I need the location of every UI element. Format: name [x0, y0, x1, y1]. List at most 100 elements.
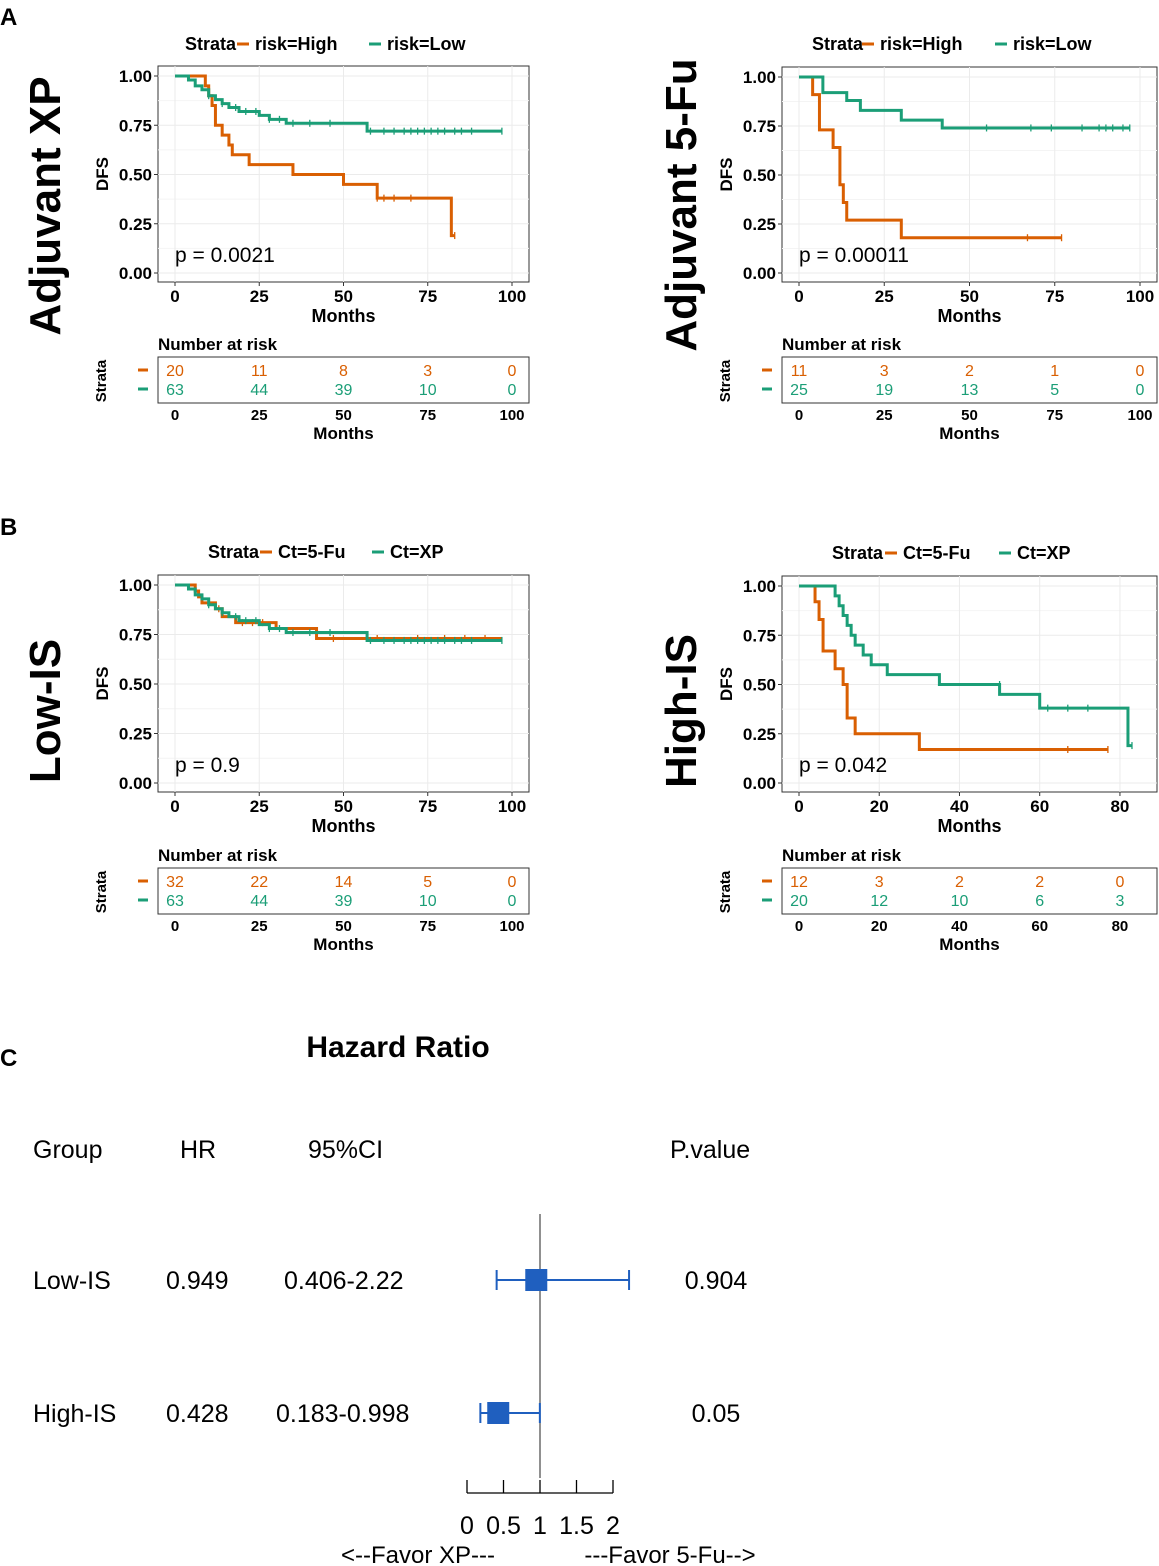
y-tick-label: 0.50 [119, 675, 152, 694]
risk-table-time: 80 [1112, 918, 1129, 935]
risk-table-xlabel: Months [939, 935, 999, 954]
y-tick-label: 1.00 [119, 576, 152, 595]
risk-table-cell: 2 [955, 874, 964, 891]
risk-table-xlabel: Months [313, 935, 373, 954]
x-tick-label: 75 [418, 797, 437, 816]
panel-title: Adjuvant 5-Fu [657, 58, 706, 351]
p-value: p = 0.9 [175, 754, 240, 777]
y-tick-label: 0.50 [743, 166, 776, 185]
risk-table-cell: 0 [508, 382, 517, 399]
risk-table-cell: 11 [251, 363, 268, 380]
risk-table-cell: 63 [166, 382, 184, 399]
favor-right-label: ---Favor 5-Fu--> [584, 1542, 755, 1566]
risk-table-strata-label: Strata [717, 359, 734, 402]
risk-table-cell: 63 [166, 893, 184, 910]
x-tick-label: 60 [1030, 797, 1049, 816]
risk-table-cell: 44 [250, 893, 268, 910]
y-tick-label: 0.00 [119, 774, 152, 793]
risk-table-cell: 0 [1115, 874, 1124, 891]
survival-curve-green [175, 74, 502, 133]
y-tick-label: 0.00 [119, 264, 152, 283]
y-tick-label: 0.25 [743, 215, 776, 234]
risk-table-cell: 3 [880, 363, 889, 380]
legend-entry: Ct=5-Fu [903, 543, 971, 563]
y-tick-label: 0.25 [119, 215, 152, 234]
y-tick-label: 0.50 [119, 166, 152, 185]
risk-table-time: 40 [951, 918, 968, 935]
p-value: p = 0.0021 [175, 244, 275, 267]
x-tick-label: 50 [334, 797, 353, 816]
risk-table-cell: 6 [1035, 893, 1044, 910]
risk-table-cell: 10 [951, 893, 969, 910]
legend-entry: risk=High [255, 34, 338, 54]
forest-x-tick-label: 2 [606, 1512, 620, 1540]
risk-table-time: 50 [335, 918, 352, 935]
legend-title: Strata [812, 34, 864, 54]
x-tick-label: 0 [170, 797, 179, 816]
risk-table-strata-label: Strata [717, 870, 734, 913]
risk-table-title: Number at risk [158, 335, 278, 354]
y-tick-label: 0.75 [743, 117, 776, 136]
favor-left-label: <--Favor XP--- [341, 1542, 495, 1566]
forest-x-tick-label: 0.5 [486, 1512, 521, 1540]
legend-entry: risk=High [880, 34, 963, 54]
x-tick-label: 25 [250, 287, 269, 306]
risk-table-cell: 12 [870, 893, 888, 910]
risk-table-cell: 8 [339, 363, 348, 380]
forest-row-pvalue: 0.904 [685, 1267, 748, 1295]
risk-table-time: 60 [1031, 918, 1048, 935]
forest-row-group: Low-IS [33, 1267, 111, 1295]
x-tick-label: 0 [794, 287, 803, 306]
forest-x-tick-label: 0 [460, 1512, 474, 1540]
risk-table-title: Number at risk [158, 846, 278, 865]
survival-curve-green [799, 584, 1132, 748]
y-axis-label: DFS [93, 157, 112, 191]
risk-table-strata-label: Strata [93, 870, 110, 913]
forest-row-hr: 0.428 [166, 1400, 229, 1428]
risk-table-cell: 10 [419, 382, 437, 399]
y-tick-label: 0.75 [119, 116, 152, 135]
y-tick-label: 0.50 [743, 676, 776, 695]
survival-curve-green [799, 75, 1130, 130]
risk-table-cell: 13 [961, 382, 979, 399]
risk-table-cell: 0 [508, 874, 517, 891]
risk-table-cell: 2 [1035, 874, 1044, 891]
forest-column-header: Group [33, 1136, 102, 1164]
risk-table-time: 0 [171, 918, 179, 935]
forest-plot: Hazard Ratio Group HR 95%CI P.value Low-IS 0.9… [33, 1031, 756, 1566]
risk-table-cell: 0 [508, 893, 517, 910]
charts-layer: Adjuvant XP Strata risk=High risk=Low 0.00 0.… [21, 34, 1158, 1566]
x-tick-label: 100 [498, 797, 526, 816]
y-axis-label: DFS [717, 667, 736, 701]
survival-curve-green [175, 583, 502, 642]
forest-x-tick-label: 1 [533, 1512, 547, 1540]
risk-table-cell: 5 [423, 874, 432, 891]
hr-point-box [525, 1269, 548, 1291]
risk-table-time: 100 [1127, 407, 1152, 424]
forest-row-ci: 0.183-0.998 [276, 1400, 409, 1428]
legend-title: Strata [185, 34, 237, 54]
panel-label-c: C [0, 1045, 17, 1072]
risk-table-strata-label: Strata [93, 359, 110, 402]
risk-table-cell: 0 [508, 363, 517, 380]
forest-column-header: HR [180, 1136, 216, 1164]
hr-point-box [487, 1402, 510, 1424]
x-tick-label: 100 [1126, 287, 1154, 306]
y-tick-label: 0.25 [119, 725, 152, 744]
forest-row-group: High-IS [33, 1400, 116, 1428]
risk-table-cell: 3 [423, 363, 432, 380]
risk-table-cell: 10 [419, 893, 437, 910]
risk-table-cell: 39 [335, 382, 353, 399]
forest-row-ci: 0.406-2.22 [284, 1267, 404, 1295]
x-tick-label: 25 [875, 287, 894, 306]
y-tick-label: 1.00 [119, 67, 152, 86]
risk-table-time: 75 [419, 407, 436, 424]
risk-table-cell: 11 [791, 363, 808, 380]
y-tick-label: 0.00 [743, 264, 776, 283]
risk-table-cell: 2 [965, 363, 974, 380]
risk-table-cell: 19 [875, 382, 893, 399]
risk-table-title: Number at risk [782, 846, 902, 865]
risk-table-time: 75 [1046, 407, 1063, 424]
x-axis-label: Months [938, 816, 1002, 836]
km-chart-3: Low-IS Strata Ct=5-Fu Ct=XP 0.00 0.25 0.50 0.75… [21, 542, 530, 954]
